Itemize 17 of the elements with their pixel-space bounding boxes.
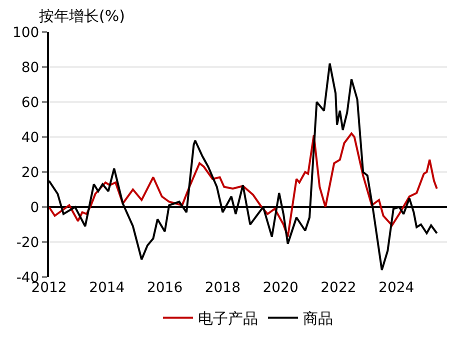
- x-tick-label: 2014: [89, 280, 125, 296]
- x-tick-label: 2022: [320, 280, 356, 296]
- line-series: [49, 132, 438, 238]
- y-tick-label: -20: [16, 234, 40, 251]
- y-axis-title: 按年增长(%): [39, 7, 125, 25]
- legend-label: 商品: [303, 310, 333, 328]
- legend-label: 电子产品: [198, 310, 258, 328]
- x-tick-label: 2020: [262, 280, 298, 296]
- x-tick-label: 2016: [146, 280, 183, 296]
- y-tick-label: 100: [12, 24, 40, 41]
- x-tick-label: 2018: [204, 280, 240, 296]
- y-tick-label: 40: [21, 130, 40, 146]
- y-tick-label: 60: [21, 94, 40, 111]
- y-tick-label: 80: [21, 60, 40, 76]
- x-tick-label: 2024: [378, 280, 414, 296]
- y-tick-label: 20: [21, 164, 40, 181]
- y-tick-label: 0: [30, 200, 40, 216]
